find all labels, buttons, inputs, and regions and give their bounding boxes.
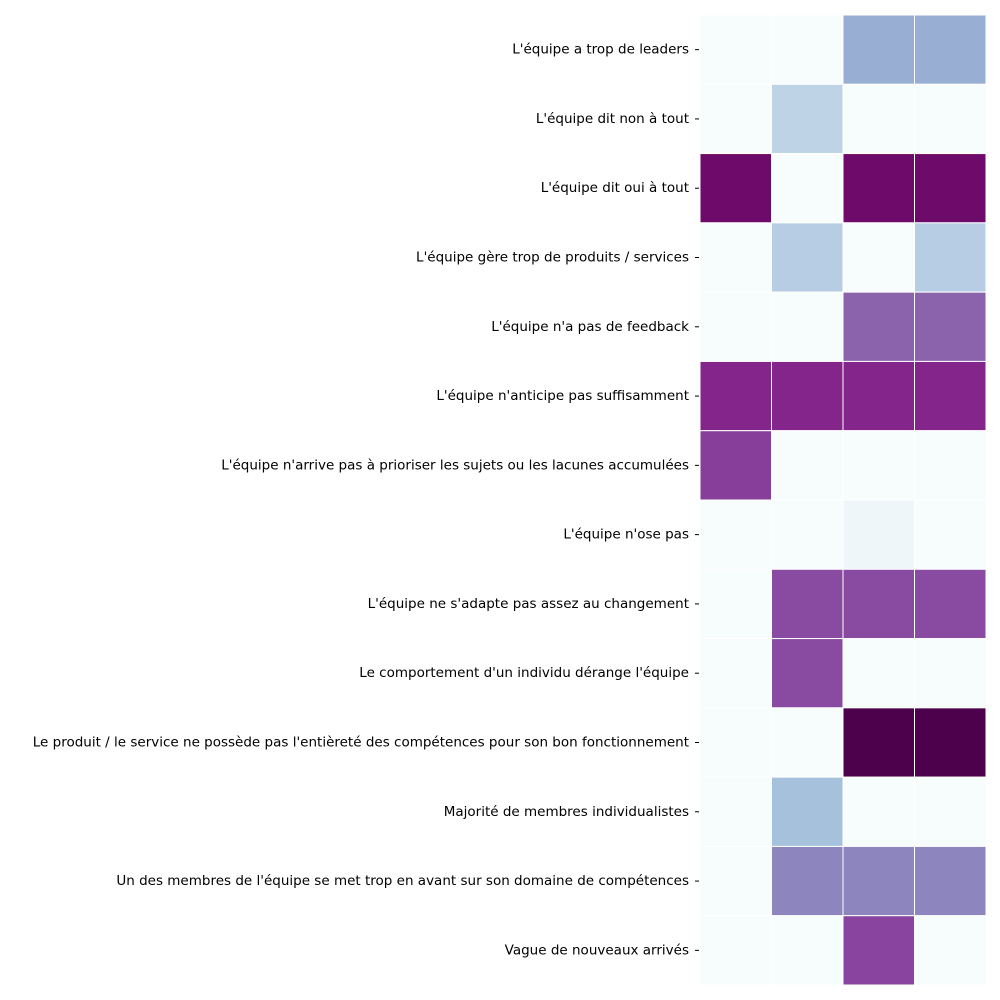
heatmap-cell-r4-c3 bbox=[914, 291, 987, 362]
heatmap-cell-r7-c2 bbox=[842, 499, 915, 570]
y-tick-label: Le comportement d'un individu dérange l'… bbox=[359, 665, 689, 681]
heatmap-cell-r5-c3 bbox=[914, 360, 987, 432]
y-tick-label: Vague de nouveaux arrivés bbox=[505, 942, 689, 958]
heatmap-cell-r9-c1 bbox=[771, 638, 844, 709]
y-tick-label: L'équipe n'anticipe pas suffisamment bbox=[436, 388, 689, 404]
heatmap-cell-r4-c2 bbox=[842, 291, 915, 362]
heatmap-cell-r11-c2 bbox=[842, 776, 915, 847]
heatmap-cell-r11-c1 bbox=[771, 776, 844, 847]
heatmap-cell-r12-c3 bbox=[914, 845, 987, 917]
heatmap-cell-r4-c0 bbox=[699, 291, 772, 362]
heatmap-cell-r13-c2 bbox=[842, 915, 915, 986]
heatmap-cell-r1-c3 bbox=[914, 83, 987, 155]
y-tick-label: Un des membres de l'équipe se met trop e… bbox=[116, 873, 689, 889]
heatmap-cell-r4-c1 bbox=[771, 291, 844, 362]
heatmap-cell-r2-c0 bbox=[699, 153, 772, 224]
heatmap-cell-r9-c3 bbox=[914, 638, 987, 709]
heatmap-cell-r12-c2 bbox=[842, 845, 915, 917]
heatmap-cell-r6-c3 bbox=[914, 430, 987, 501]
y-tick-label: L'équipe n'ose pas bbox=[563, 527, 689, 543]
y-tick-label: L'équipe dit oui à tout bbox=[541, 180, 689, 196]
heatmap-cell-r8-c1 bbox=[771, 568, 844, 640]
heatmap-cell-r1-c0 bbox=[699, 83, 772, 155]
heatmap-cell-r1-c1 bbox=[771, 83, 844, 155]
heatmap-cell-r9-c2 bbox=[842, 638, 915, 709]
row-labels: L'équipe a trop de leaders L'équipe dit n… bbox=[33, 42, 699, 958]
heatmap-cell-r7-c0 bbox=[699, 499, 772, 570]
heatmap-cell-r5-c0 bbox=[699, 360, 772, 432]
heatmap-cell-r2-c2 bbox=[842, 153, 915, 224]
y-tick-label: L'équipe a trop de leaders bbox=[512, 42, 689, 58]
heatmap-cell-r12-c0 bbox=[699, 845, 772, 917]
heatmap-cell-r3-c3 bbox=[914, 222, 987, 293]
heatmap-cell-r2-c1 bbox=[771, 153, 844, 224]
heatmap-cell-r6-c1 bbox=[771, 430, 844, 501]
heatmap-cell-r11-c3 bbox=[914, 776, 987, 847]
heatmap-cell-r10-c3 bbox=[914, 707, 987, 778]
heatmap-cell-r6-c2 bbox=[842, 430, 915, 501]
heatmap-cell-r3-c2 bbox=[842, 222, 915, 293]
y-tick-label: L'équipe gère trop de produits / service… bbox=[416, 250, 689, 266]
y-tick-label: L'équipe ne s'adapte pas assez au change… bbox=[368, 596, 689, 612]
heatmap-cell-r7-c1 bbox=[771, 499, 844, 570]
y-tick-label: L'équipe dit non à tout bbox=[536, 111, 689, 127]
heatmap-cell-r6-c0 bbox=[699, 430, 772, 501]
heatmap-cell-r1-c2 bbox=[842, 83, 915, 155]
heatmap-cell-r11-c0 bbox=[699, 776, 772, 847]
heatmap-cell-r0-c3 bbox=[914, 14, 987, 85]
y-tick-label: Majorité de membres individualistes bbox=[444, 804, 689, 820]
heatmap-cell-r13-c1 bbox=[771, 915, 844, 986]
heatmap-cell-r7-c3 bbox=[914, 499, 987, 570]
heatmap-cell-r12-c1 bbox=[771, 845, 844, 917]
heatmap-cell-r2-c3 bbox=[914, 153, 987, 224]
heatmap-cell-r8-c2 bbox=[842, 568, 915, 640]
heatmap-cell-r10-c2 bbox=[842, 707, 915, 778]
heatmap-cell-r10-c1 bbox=[771, 707, 844, 778]
heatmap-cells bbox=[699, 14, 987, 986]
heatmap-cell-r0-c2 bbox=[842, 14, 915, 85]
heatmap-cell-r13-c0 bbox=[699, 915, 772, 986]
heatmap-cell-r10-c0 bbox=[699, 707, 772, 778]
heatmap-cell-r3-c0 bbox=[699, 222, 772, 293]
heatmap-cell-r3-c1 bbox=[771, 222, 844, 293]
heatmap-cell-r13-c3 bbox=[914, 915, 987, 986]
heatmap-cell-r5-c2 bbox=[842, 360, 915, 432]
y-tick-label: Le produit / le service ne possède pas l… bbox=[33, 735, 689, 751]
heatmap-cell-r0-c1 bbox=[771, 14, 844, 85]
heatmap-cell-r8-c3 bbox=[914, 568, 987, 640]
heatmap-cell-r9-c0 bbox=[699, 638, 772, 709]
heatmap-cell-r8-c0 bbox=[699, 568, 772, 640]
heatmap-cell-r5-c1 bbox=[771, 360, 844, 432]
y-tick-label: L'équipe n'a pas de feedback bbox=[491, 319, 689, 335]
heatmap-cell-r0-c0 bbox=[699, 14, 772, 85]
y-tick-label: L'équipe n'arrive pas à prioriser les su… bbox=[221, 457, 689, 473]
